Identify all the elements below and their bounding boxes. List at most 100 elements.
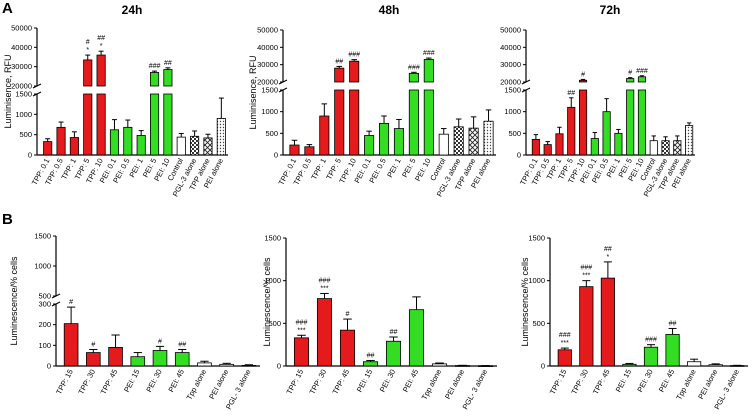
- x-tick-label: PEI: 15: [122, 368, 141, 394]
- bar-upper: [149, 72, 160, 87]
- significance-label: ##: [567, 90, 575, 97]
- x-tick-label: PEI: 15: [355, 368, 374, 394]
- bar: [661, 140, 670, 156]
- significance-label: *: [607, 254, 610, 261]
- x-tick-label: Tpp alone: [185, 368, 209, 402]
- x-tick-label: PEI: 30: [144, 368, 163, 394]
- bar: [197, 362, 212, 367]
- x-tick-label: TPP: 30: [76, 368, 97, 396]
- y-tick-label: 500: [532, 319, 545, 328]
- significance-label: #: [86, 39, 90, 46]
- x-tick-label: PEI alone: [207, 368, 230, 401]
- bar: [176, 136, 186, 156]
- x-tick-label: Tpp alone: [420, 368, 444, 402]
- y-tick-label: 0: [517, 151, 521, 160]
- y-tick-label: 0: [28, 151, 32, 160]
- y-tick-label: 500: [38, 292, 51, 301]
- x-tick-label: PEI: 15: [614, 368, 633, 394]
- x-tick-label: Tpp alone: [674, 368, 698, 402]
- y-tick-label: 0: [47, 362, 51, 371]
- x-tick-label: TPP: 15: [548, 368, 569, 396]
- bar: [316, 298, 333, 367]
- bar: [567, 106, 576, 156]
- bar: [304, 146, 315, 156]
- panel-letter-a: A: [2, 0, 13, 17]
- x-tick-label: PEI alone: [443, 368, 466, 401]
- bar-upper: [408, 72, 419, 83]
- bar: [109, 129, 120, 156]
- significance-label: #: [346, 311, 350, 318]
- x-tick-label: TPP: 15: [285, 368, 306, 396]
- significance-label: #: [158, 338, 162, 345]
- bar: [557, 349, 572, 367]
- x-tick-label: PEI: 45: [401, 368, 420, 394]
- bar: [136, 135, 146, 156]
- bar: [130, 356, 146, 367]
- bar: [643, 346, 659, 367]
- significance-label: #: [69, 299, 73, 306]
- y-tick-label: 0: [541, 362, 545, 371]
- significance-label: ##: [669, 320, 677, 327]
- bar: [531, 138, 540, 156]
- y-tick-label: 1500: [34, 232, 51, 241]
- bar: [685, 125, 694, 156]
- bar: [590, 138, 599, 156]
- x-tick-label: PEI: 30: [378, 368, 397, 394]
- y-tick-label: 1500: [261, 86, 278, 95]
- y-tick-label: 1500: [528, 234, 545, 243]
- significance-label: ***: [582, 273, 590, 280]
- y-tick-label: 300: [38, 300, 51, 309]
- y-axis-label: Luminescence/% cells: [262, 257, 272, 347]
- x-tick-label: TPP: 15: [54, 368, 75, 396]
- significance-label: ###: [636, 68, 648, 75]
- y-tick-label: 0: [277, 362, 281, 371]
- significance-label: #: [628, 70, 632, 77]
- y-tick-label: 1000: [264, 276, 281, 285]
- significance-label: *: [100, 43, 103, 50]
- significance-label: #: [91, 341, 95, 348]
- significance-label: ##: [335, 58, 343, 65]
- bar: [708, 364, 723, 367]
- bar: [293, 337, 310, 367]
- x-tick-label: PEI alone: [696, 368, 719, 401]
- bar: [379, 122, 390, 156]
- bar: [289, 144, 300, 156]
- x-tick-label: TPP: 45: [591, 368, 612, 396]
- x-tick-label: TPP: 30: [308, 368, 329, 396]
- significance-label: *: [86, 47, 89, 54]
- bar: [408, 89, 419, 156]
- significance-label: ###: [296, 319, 308, 326]
- significance-label: #: [581, 71, 585, 78]
- bar: [543, 144, 552, 156]
- bar-upper: [578, 79, 588, 83]
- bar: [203, 137, 213, 156]
- y-tick-label: 200: [38, 320, 51, 329]
- y-tick-label: 40000: [11, 43, 32, 52]
- y-tick-label: 20000: [500, 78, 521, 87]
- significance-label: ##: [604, 246, 612, 253]
- bar: [614, 132, 623, 156]
- bar: [431, 363, 448, 367]
- bar: [665, 334, 680, 367]
- bar-upper: [96, 54, 106, 87]
- x-tick-label: TPP: 45: [99, 368, 120, 396]
- bar: [96, 93, 106, 156]
- bar: [86, 352, 101, 367]
- y-tick-label: 0: [274, 151, 278, 160]
- bar: [673, 140, 682, 156]
- bar: [423, 89, 434, 156]
- bar-upper: [626, 78, 635, 83]
- bar: [190, 135, 200, 156]
- bar-upper: [83, 59, 93, 87]
- bar: [438, 133, 449, 156]
- significance-label: ###: [559, 332, 571, 339]
- bar: [241, 364, 257, 367]
- x-tick-label: PEI: 45: [657, 368, 676, 394]
- significance-label: ###: [319, 277, 331, 284]
- bar: [339, 329, 356, 367]
- significance-label: ##: [97, 35, 105, 42]
- y-tick-label: 1000: [504, 107, 521, 116]
- y-tick-label: 1000: [528, 276, 545, 285]
